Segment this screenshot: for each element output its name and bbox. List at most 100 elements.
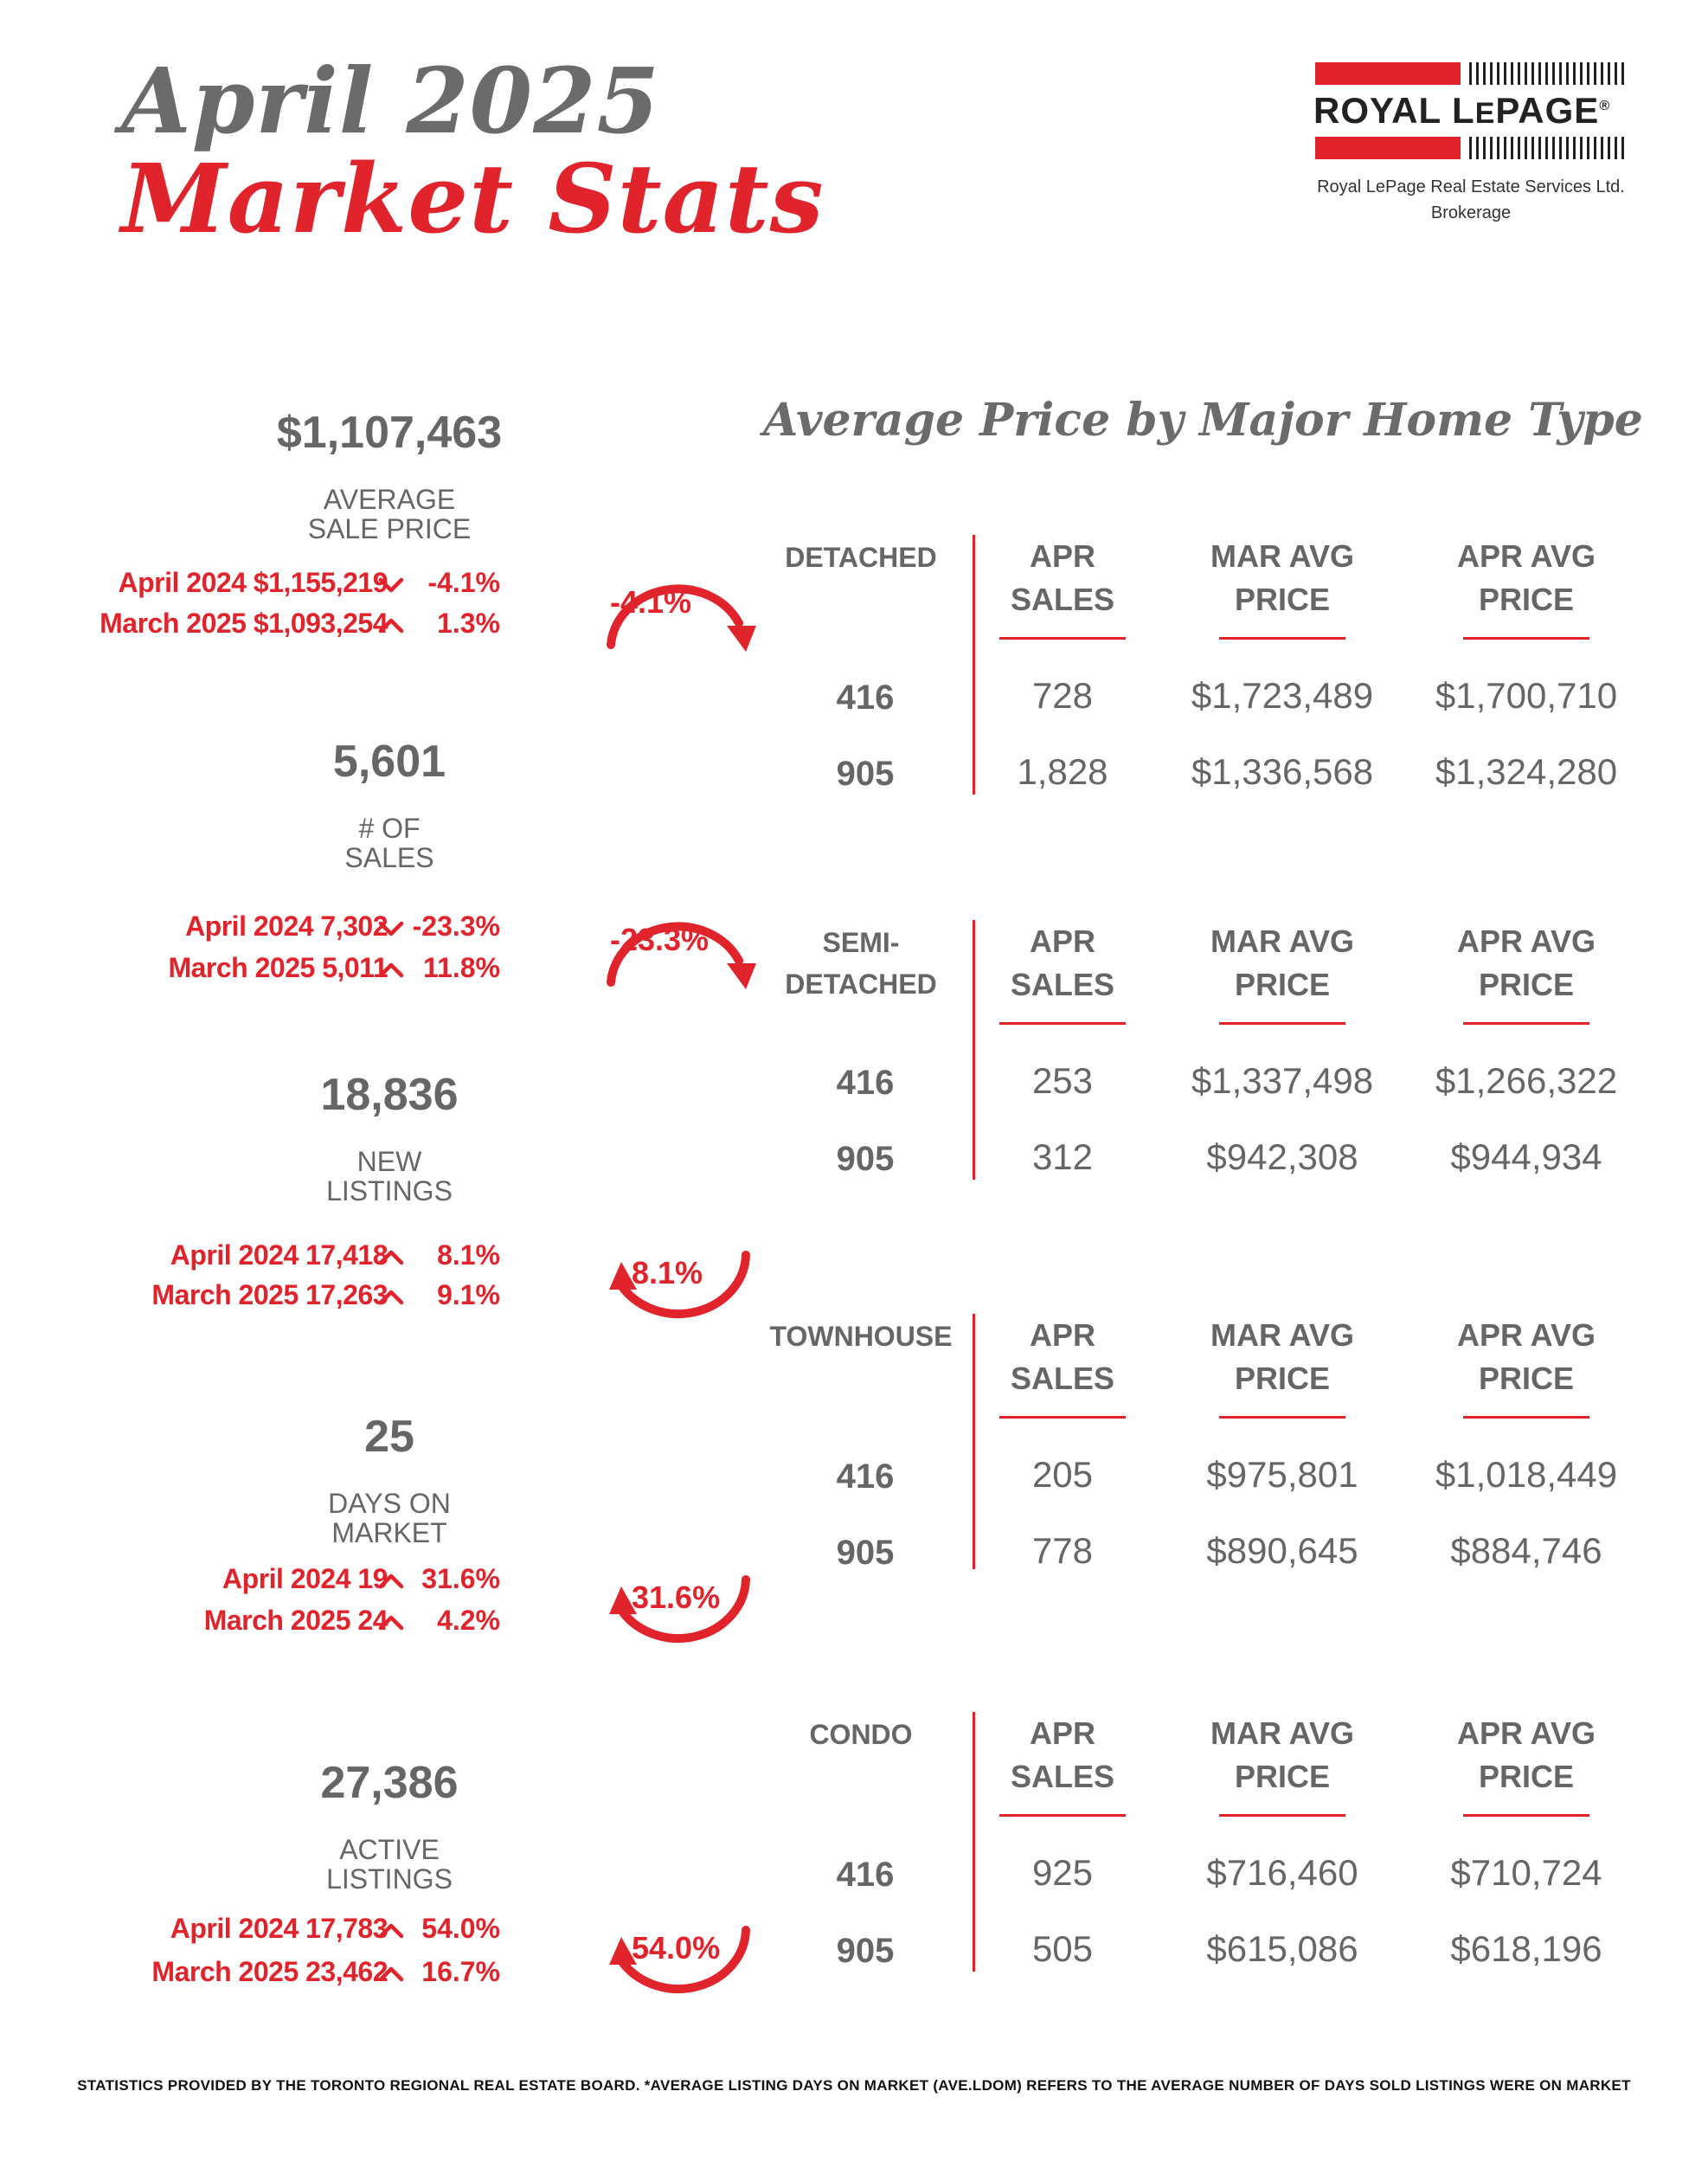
comparison-label: March 2025 $1,093,254: [100, 608, 388, 639]
comparison-pct: 9.1%: [437, 1279, 500, 1310]
chevron-up-icon: [374, 1245, 408, 1271]
column-header-apr: APR AVG PRICE: [1422, 1314, 1630, 1400]
stat-label-line-1: DAYS ON: [328, 1488, 451, 1519]
logo-brokerage: Brokerage: [1430, 203, 1512, 222]
stat-label-line-2: SALE PRICE: [307, 513, 472, 544]
column-header-sales: APR SALES: [959, 920, 1166, 1007]
comparison-label: March 2025 17,263: [151, 1279, 388, 1310]
comparison-pct: -4.1%: [427, 567, 500, 598]
stat-label-line-1: AVERAGE: [323, 484, 456, 515]
stat-value: $1,107,463: [276, 408, 503, 458]
chevron-up-icon: [374, 1610, 408, 1636]
column-header-apr: APR AVG PRICE: [1422, 535, 1630, 621]
stat-value: 25: [364, 1412, 414, 1462]
column-header-line: MAR AVG: [1210, 1715, 1354, 1751]
circular-arrow-down-icon: [597, 887, 770, 1026]
cell-sales: 505: [1031, 1928, 1094, 1969]
stat-label-line-2: SALES: [344, 842, 434, 873]
cell-mar: $890,645: [1206, 1530, 1358, 1571]
column-header-line: SALES: [1010, 1759, 1115, 1794]
column-underline: [999, 637, 1126, 640]
column-header-line: PRICE: [1234, 1361, 1331, 1396]
vertical-divider: [973, 1712, 975, 1972]
logo-red-bar-top: [1315, 62, 1461, 85]
home-type-label-line: CONDO: [809, 1719, 913, 1750]
cell-mar: $1,337,498: [1191, 1060, 1374, 1101]
cell-apr: $618,196: [1450, 1928, 1602, 1969]
column-header-line: MAR AVG: [1210, 923, 1354, 959]
chevron-up-icon: [374, 613, 408, 639]
circle-pct-label: 8.1%: [632, 1255, 703, 1290]
chevron-up-icon: [374, 1284, 408, 1310]
cell-mar: $975,801: [1206, 1454, 1358, 1495]
chevron-up-icon: [374, 1568, 408, 1594]
logo-red-bar-bottom: [1315, 137, 1461, 159]
stat-value: 27,386: [320, 1758, 459, 1808]
area-code: 905: [836, 755, 895, 793]
comparison-label: April 2024 7,302: [185, 910, 388, 942]
chevron-up-icon: [374, 1961, 408, 1987]
logo-text-e: E: [1474, 97, 1496, 130]
circular-arrow-up-icon: [597, 1545, 770, 1683]
home-type-label: CONDO: [753, 1714, 969, 1755]
section-title: Average Price by Major Home Type: [763, 394, 1643, 447]
comparison-label: March 2025 5,011: [168, 952, 388, 983]
cell-mar: $1,723,489: [1191, 675, 1374, 716]
column-underline: [1463, 1814, 1589, 1817]
home-type-label-line: TOWNHOUSE: [769, 1321, 953, 1352]
logo-text-end: PAGE: [1495, 90, 1600, 131]
home-type-label-line: DETACHED: [785, 542, 937, 573]
stat-label-line-1: # OF: [358, 813, 421, 844]
cell-apr: $1,266,322: [1435, 1060, 1618, 1101]
area-code: 416: [836, 1064, 895, 1102]
cell-sales: 778: [1031, 1530, 1094, 1571]
column-header-line: SALES: [1010, 967, 1115, 1002]
circular-arrow-down-icon: [597, 550, 770, 688]
title-line-1: April 2025: [121, 48, 660, 154]
column-header-line: SALES: [1010, 1361, 1115, 1396]
column-underline: [1219, 1022, 1345, 1025]
comparison-pct: 31.6%: [421, 1563, 500, 1594]
cell-apr: $1,700,710: [1435, 675, 1618, 716]
home-type-label: TOWNHOUSE: [753, 1316, 969, 1357]
area-code: 416: [836, 679, 895, 717]
cell-sales: 1,828: [1017, 751, 1108, 792]
circular-arrow-up-icon: [597, 1220, 770, 1359]
stat-label-line-2: LISTINGS: [326, 1175, 453, 1206]
column-header-line: APR: [1029, 1317, 1095, 1353]
logo-stripes-bottom: [1469, 137, 1625, 159]
column-header-mar: MAR AVG PRICE: [1178, 1314, 1386, 1400]
column-header-line: PRICE: [1234, 967, 1331, 1002]
logo-wordmark: ROYAL LEPAGE®: [1313, 90, 1625, 132]
comparison-label: April 2024 $1,155,219: [118, 567, 388, 598]
stat-label-line-1: NEW: [356, 1146, 422, 1177]
column-header-line: APR AVG: [1456, 1317, 1596, 1353]
column-underline: [1219, 1814, 1345, 1817]
column-underline: [1463, 637, 1589, 640]
vertical-divider: [973, 1314, 975, 1569]
column-header-line: APR AVG: [1456, 923, 1596, 959]
column-header-line: APR: [1029, 1715, 1095, 1751]
column-header-line: PRICE: [1478, 1759, 1575, 1794]
cell-apr: $710,724: [1450, 1852, 1602, 1893]
column-header-line: MAR AVG: [1210, 538, 1354, 574]
column-header-sales: APR SALES: [959, 1314, 1166, 1400]
home-type-label-line: SEMI-: [822, 927, 900, 958]
column-header-apr: APR AVG PRICE: [1422, 1712, 1630, 1798]
column-header-line: PRICE: [1234, 582, 1331, 617]
comparison-label: April 2024 17,783: [170, 1913, 388, 1944]
circular-arrow-up-icon: [597, 1895, 770, 2034]
chevron-down-icon: [374, 916, 408, 942]
circle-pct-label: -4.1%: [610, 584, 692, 620]
cell-sales: 205: [1031, 1454, 1094, 1495]
comparison-pct: 11.8%: [423, 952, 500, 983]
cell-apr: $1,018,449: [1435, 1454, 1618, 1495]
column-header-line: APR AVG: [1456, 538, 1596, 574]
circle-pct-label: 54.0%: [632, 1930, 721, 1966]
column-header-line: PRICE: [1234, 1759, 1331, 1794]
vertical-divider: [973, 920, 975, 1180]
area-code: 416: [836, 1856, 895, 1894]
comparison-pct: 54.0%: [421, 1913, 500, 1944]
column-header-line: APR: [1029, 923, 1095, 959]
cell-sales: 728: [1031, 675, 1094, 716]
